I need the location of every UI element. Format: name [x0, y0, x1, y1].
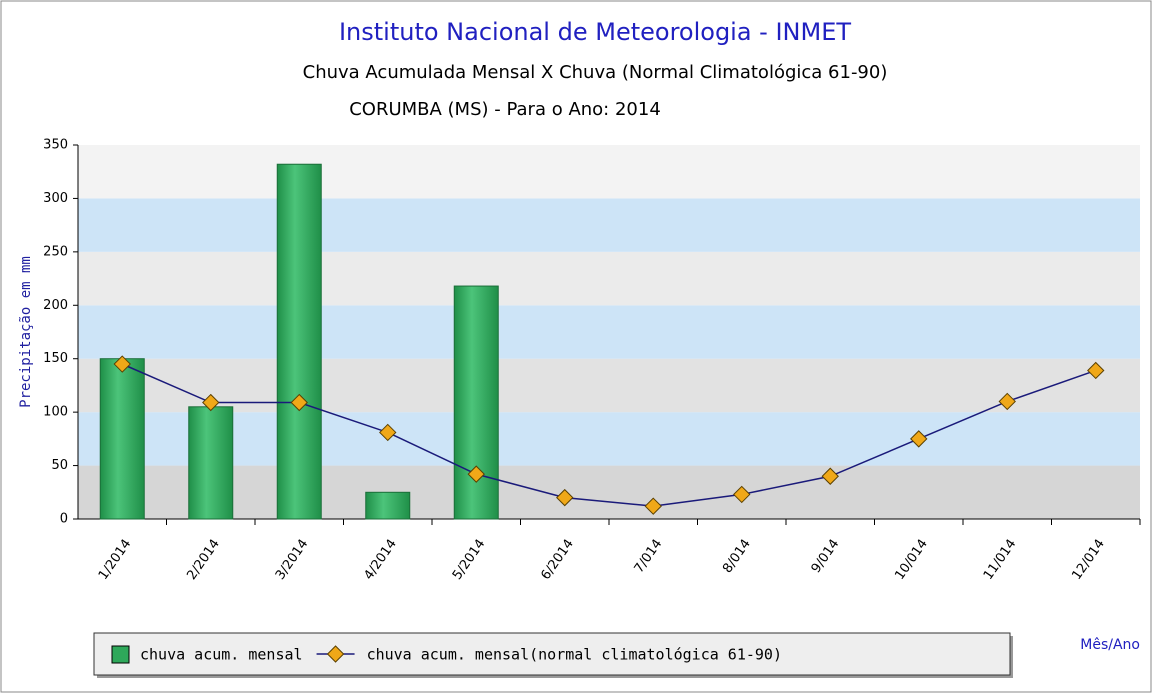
plot-band [78, 305, 1140, 359]
y-tick-label: 0 [60, 512, 68, 527]
plot-band [78, 251, 1140, 306]
y-tick-label: 350 [43, 138, 68, 153]
chart-title: Instituto Nacional de Meteorologia - INM… [339, 18, 851, 46]
chart-subtitle: Chuva Acumulada Mensal X Chuva (Normal C… [303, 62, 888, 83]
bar [99, 358, 145, 520]
marker [644, 497, 662, 515]
marker [113, 355, 131, 373]
y-axis-label: Precipitação em mm [18, 256, 34, 408]
x-axis-label: Mês/Ano [1080, 637, 1140, 653]
chart-subtitle: CORUMBA (MS) - Para o Ano: 2014 [349, 99, 661, 120]
plot-band [78, 412, 1140, 466]
legend-swatch [326, 645, 345, 663]
bar [188, 406, 234, 520]
plot-band [78, 145, 1140, 199]
bar [453, 285, 499, 520]
plot-band [78, 358, 1140, 413]
legend [93, 632, 1011, 676]
plot-band [78, 198, 1140, 252]
marker [467, 465, 485, 483]
marker [733, 485, 751, 504]
marker [910, 430, 928, 448]
legend-label: chuva acum. mensal [140, 646, 303, 664]
y-tick-label: 200 [43, 298, 68, 313]
marker [379, 423, 397, 442]
marker [998, 392, 1016, 411]
legend-label: chuva acum. mensal(normal climatológica … [367, 646, 782, 664]
marker [290, 393, 308, 412]
y-tick-label: 250 [43, 244, 68, 259]
bar [276, 163, 322, 520]
y-tick-label: 150 [43, 351, 68, 366]
line [121, 363, 1096, 507]
y-tick-label: 100 [43, 405, 68, 420]
y-tick-label: 50 [51, 458, 68, 473]
legend-swatch [111, 645, 130, 664]
marker [556, 488, 574, 507]
marker [202, 393, 220, 412]
y-tick-label: 300 [43, 191, 68, 206]
marker [821, 467, 839, 485]
plot-band [78, 465, 1140, 519]
bar [365, 491, 411, 520]
marker [1087, 361, 1105, 380]
